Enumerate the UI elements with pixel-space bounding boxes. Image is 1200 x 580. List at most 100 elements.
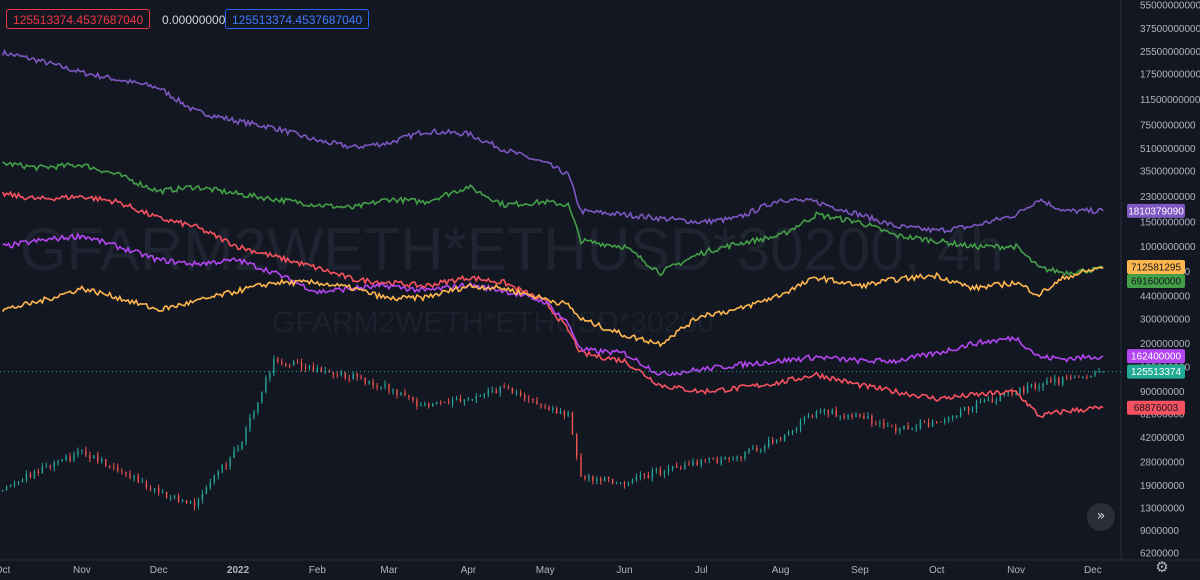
candle-body [1098,371,1100,373]
candle [125,471,127,478]
candle [495,387,497,394]
candle-body [364,377,366,384]
candle-body [499,386,501,394]
candle [979,398,982,404]
candle-body [540,404,542,407]
candle [907,422,909,430]
candle [1030,383,1033,389]
candle [459,394,462,403]
candle [915,423,917,433]
candle-body [659,469,662,475]
candle-body [467,399,470,401]
gear-icon[interactable]: ⚙ [1155,558,1169,576]
candle [1074,375,1076,379]
candle [895,423,897,435]
candle-body [1066,377,1068,379]
candle-body [919,421,922,428]
candle-body [432,404,434,407]
scroll-to-realtime-button[interactable]: » [1087,503,1115,531]
candle [623,480,626,489]
candle [967,406,970,415]
candle [1062,376,1064,387]
candle [213,474,215,485]
candle-body [859,413,861,416]
candle [364,377,366,386]
candle [1023,385,1025,396]
candle [1082,376,1084,379]
badge-label: 712581295 [1131,263,1181,274]
candle-body [1015,393,1017,395]
candle [927,418,930,428]
candle [113,462,115,471]
candle-body [511,388,514,394]
candle-body [491,390,493,392]
candle [491,386,493,394]
candle [704,458,706,464]
x-tick-label: Feb [309,565,327,576]
candle [671,465,674,472]
candle [807,412,810,419]
candle-body [704,459,706,461]
y-tick-label: 28000000 [1140,457,1185,468]
candle [404,388,406,397]
candle [400,391,402,397]
candle [563,409,566,420]
candle [169,494,172,502]
candle-body [368,381,370,384]
watermark-sub: GFARM2WETH*ETHUSD*30200 [272,306,714,339]
candle [1050,376,1052,384]
candle [720,456,722,466]
candle-body [983,399,986,403]
candle [296,358,299,364]
candle-body [503,386,505,388]
candle [544,403,546,410]
candle [443,401,446,404]
candle-body [927,422,930,427]
candle [971,406,974,413]
y-tick-label: 440000000 [1140,292,1190,303]
badge-bg [1127,364,1185,379]
candle-body [69,456,71,461]
candle [380,386,382,391]
candle [451,396,454,408]
candle [475,393,478,404]
badge-bg [1127,349,1185,364]
candle [245,426,247,446]
candle-body [1038,386,1040,388]
candle-body [285,363,287,366]
candle [887,421,889,427]
candle-body [611,479,614,484]
candle [803,415,806,425]
candle-body [999,395,1001,401]
x-tick-label: Mar [380,565,398,576]
candle [951,415,954,422]
candle [700,459,702,468]
candle [1090,375,1092,378]
candle [129,470,131,480]
candle-body [1011,391,1013,395]
candle-body [1046,380,1048,384]
candle-body [1054,378,1056,383]
y-tick-label: 5100000000 [1140,144,1196,155]
candle-body [979,402,982,404]
candle-body [536,400,538,405]
badge-label: 68876003 [1134,403,1179,414]
candle [37,468,40,477]
candle [117,463,119,473]
candle-body [288,365,291,367]
candle-body [241,442,243,449]
candle [277,356,279,364]
candle-body [571,412,574,435]
candle-body [712,458,714,460]
candle [696,459,698,467]
candle-body [1042,383,1044,387]
time-axis[interactable]: Oct Nov Dec 2022 Feb Mar Apr May Jun Jul Aug Sep Oct… [0,565,1102,576]
candle [911,427,913,431]
candle [647,471,650,479]
candle-body [201,493,204,500]
candle-body [332,372,334,375]
candle-body [9,484,12,487]
candle-body [1094,371,1096,376]
candle [867,412,869,420]
